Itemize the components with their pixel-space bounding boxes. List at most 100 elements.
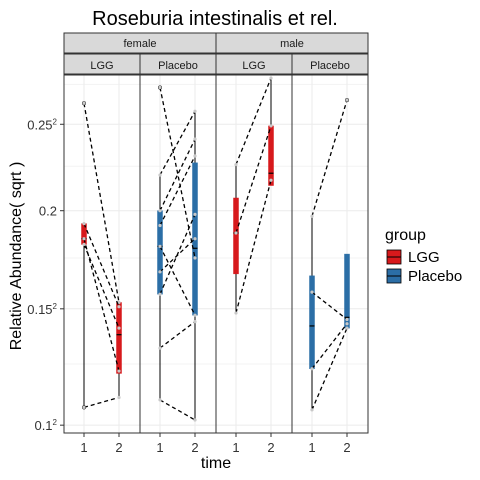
pair-point: [82, 405, 86, 409]
pair-line: [83, 238, 120, 372]
panel-background: [64, 75, 140, 433]
facet-substrip-label: LGG: [90, 60, 113, 72]
pair-point: [82, 237, 86, 241]
panel-male-placebo: [291, 74, 369, 434]
pair-line: [159, 110, 196, 176]
box-body: [309, 275, 315, 369]
pair-point: [345, 317, 349, 322]
pair-point: [158, 244, 162, 248]
pair-line: [235, 180, 272, 314]
legend-item-placebo: Placebo: [386, 268, 462, 285]
pair-point: [158, 398, 162, 402]
box-body: [268, 125, 274, 186]
x-axis: 1 2 1 2 1 2 1 2: [80, 433, 351, 455]
y-tick-label: 0.2: [39, 204, 57, 219]
pair-point: [269, 178, 273, 182]
y-axis-title: Relative Abundance( sqrt ): [8, 162, 25, 351]
pair-point: [117, 305, 121, 309]
pair-point: [193, 212, 197, 216]
y-tick-label: 0.12: [34, 418, 57, 433]
pair-point: [193, 256, 197, 260]
pair-line: [311, 327, 348, 411]
x-tick-label: 1: [308, 440, 315, 455]
pair-line: [159, 321, 196, 349]
pair-point: [193, 109, 197, 113]
x-tick-label: 1: [232, 440, 239, 455]
pair-point: [82, 101, 86, 105]
pair-point: [193, 313, 197, 317]
box-lgg-t1: [233, 164, 239, 314]
x-tick-label: 2: [191, 440, 198, 455]
x-tick-label: 1: [80, 440, 87, 455]
pair-line: [83, 223, 120, 307]
legend-label: LGG: [408, 249, 440, 266]
legend: group LGG Placebo: [385, 227, 462, 285]
pair-point: [82, 242, 86, 247]
pair-point: [193, 418, 197, 422]
pair-line: [235, 77, 272, 165]
x-axis-title: time: [201, 455, 231, 472]
legend-label: Placebo: [408, 268, 462, 285]
pair-point: [310, 290, 314, 294]
pair-line: [235, 125, 272, 234]
y-tick-label: 0.252: [27, 117, 57, 132]
pair-point: [117, 326, 121, 330]
pair-line: [159, 246, 196, 316]
y-tick-label: 0.152: [27, 302, 57, 317]
pair-point: [158, 270, 162, 274]
pair-point: [193, 137, 197, 141]
facet-strip-label: female: [123, 38, 156, 50]
legend-item-lgg: LGG: [386, 249, 440, 266]
pair-line: [159, 214, 196, 295]
x-tick-label: 1: [156, 440, 163, 455]
pair-point: [310, 367, 314, 371]
panel-female-placebo: [139, 74, 217, 434]
pair-line: [159, 87, 196, 259]
pair-point: [310, 408, 314, 412]
pair-point: [158, 173, 162, 177]
pair-point: [158, 209, 162, 213]
pair-line: [83, 244, 120, 329]
pair-point: [310, 214, 314, 218]
facet-substrip-label: Placebo: [310, 60, 350, 72]
pair-point: [193, 154, 197, 158]
facet-substrip-label: Placebo: [158, 60, 198, 72]
x-tick-label: 2: [267, 440, 274, 455]
pair-point: [158, 85, 162, 90]
pair-point: [345, 322, 349, 326]
pair-point: [345, 98, 349, 102]
legend-title: group: [385, 227, 426, 244]
pair-line: [311, 323, 348, 370]
pair-point: [234, 231, 238, 235]
pair-point: [269, 124, 273, 128]
y-axis: 0.12 0.152 0.2 0.252: [27, 117, 64, 433]
panel-background: [216, 75, 292, 433]
pair-point: [345, 326, 349, 330]
pair-point: [269, 76, 273, 80]
x-tick-label: 2: [115, 440, 122, 455]
pair-line: [159, 155, 196, 226]
pair-point: [117, 369, 121, 373]
panel-background: [292, 75, 368, 433]
facet-panels: female male LGG Placebo LGG Placebo: [63, 32, 369, 434]
pair-line: [311, 291, 348, 320]
pair-point: [234, 311, 238, 315]
box-body: [233, 197, 239, 275]
facet-strip-label: male: [280, 38, 304, 50]
facet-strip-male: [215, 32, 369, 54]
pair-line: [311, 99, 348, 217]
pair-point: [158, 292, 162, 296]
pair-point: [158, 346, 162, 350]
chart-title: Roseburia intestinalis et rel.: [92, 8, 338, 30]
panel-male-lgg: [215, 74, 293, 434]
facet-substrip-label: LGG: [242, 60, 265, 72]
pair-point: [193, 237, 197, 241]
x-tick-label: 2: [343, 440, 350, 455]
pair-line: [159, 138, 196, 211]
pair-point: [117, 395, 121, 400]
facet-substrip: [291, 53, 369, 75]
pair-line: [83, 396, 120, 408]
pair-point: [158, 223, 162, 228]
pair-point: [234, 162, 238, 167]
